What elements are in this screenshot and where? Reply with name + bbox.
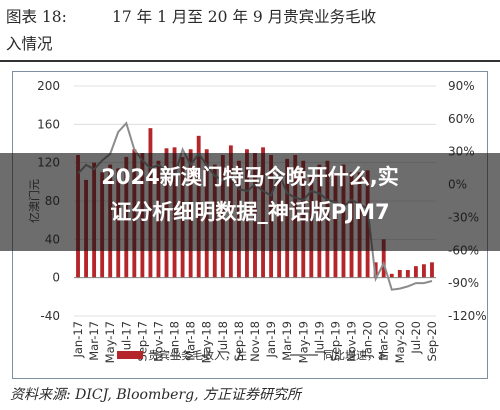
bar (430, 262, 434, 278)
x-tick-label: Mar-19 (280, 321, 294, 361)
x-tick-label: Jul-17 (119, 321, 133, 355)
x-tick-label: Jul-19 (312, 321, 326, 355)
figure-title-line2: 入情况 (6, 35, 53, 53)
y2-tick-label: -90% (448, 276, 479, 290)
bar (381, 239, 386, 278)
source-note: 资料来源: DICJ, Bloomberg, 方正证券研究所 (10, 387, 302, 403)
x-tick-label: Nov-19 (345, 321, 359, 362)
overlay-banner (0, 153, 500, 251)
figure-title: 图表 18: 17 年 1 月至 20 年 9 月贵宾业务毛收 入情况 (6, 4, 494, 58)
x-tick-label: Jan-20 (361, 321, 375, 359)
bar (389, 273, 394, 278)
overlay-headline[interactable]: 2024新澳门特马今晚开什么,实 证分析细明数据_神话版PJM7 (0, 160, 500, 230)
x-tick-label: Nov-17 (151, 321, 165, 362)
y-tick-label: 0 (52, 271, 60, 285)
x-tick-label: Jan-19 (264, 321, 278, 359)
title-rule (0, 60, 500, 62)
overlay-line2: 证分析细明数据_神话版PJM7 (110, 200, 390, 224)
x-tick-label: Sep-19 (328, 321, 342, 361)
legend-label-line: 同比增速，右 (323, 348, 389, 362)
x-tick-label: Mar-18 (184, 321, 198, 361)
overlay-line1: 2024新澳门特马今晚开什么,实 (101, 165, 399, 189)
y-tick-label: -40 (40, 309, 60, 323)
y-tick-label: 160 (37, 117, 60, 131)
x-tick-label: May-18 (200, 321, 214, 363)
x-tick-label: Mar-17 (87, 321, 101, 361)
bar (405, 270, 410, 278)
x-tick-label: Jul-18 (216, 321, 230, 355)
x-tick-label: May-20 (393, 321, 407, 363)
y-tick-label: 200 (37, 79, 60, 93)
y2-tick-label: -120% (448, 309, 487, 323)
legend-swatch-bar (117, 351, 143, 359)
x-tick-label: Jan-17 (71, 321, 85, 359)
x-tick-label: Jan-18 (168, 321, 182, 359)
x-tick-label: Sep-18 (232, 321, 246, 361)
bar (422, 264, 426, 278)
x-tick-label: Sep-20 (425, 321, 439, 361)
bar (397, 270, 402, 278)
legend-label-bar: 贵宾业务毛收入，左 (148, 348, 247, 362)
bar (413, 266, 418, 278)
chart-axes: -4004080120160200-120%-90%-60%-30%0%30%6… (27, 79, 487, 363)
x-tick-label: Nov-18 (248, 321, 262, 362)
x-tick-label: May-17 (103, 321, 117, 363)
x-tick-label: May-19 (296, 321, 310, 363)
x-tick-label: Jul-20 (409, 321, 423, 355)
chart-legend: 贵宾业务毛收入，左 同比增速，右 (117, 348, 389, 362)
x-tick-label: Mar-20 (377, 321, 391, 361)
y2-tick-label: 90% (448, 79, 475, 93)
y2-tick-label: 60% (448, 112, 475, 126)
figure-number: 图表 18: (6, 8, 67, 26)
figure-title-line1: 17 年 1 月至 20 年 9 月贵宾业务毛收 (112, 8, 377, 26)
